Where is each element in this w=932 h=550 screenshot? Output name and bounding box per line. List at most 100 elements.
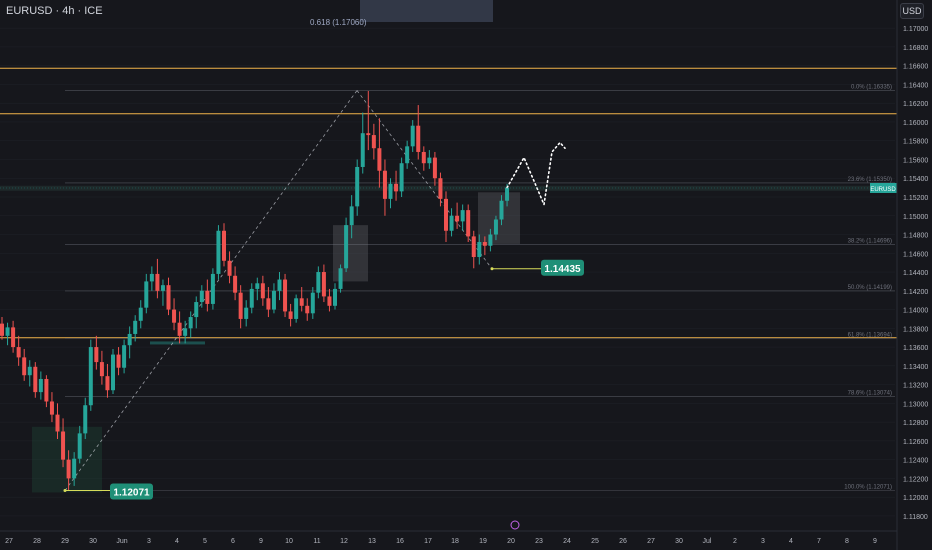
candle-body [260,283,265,299]
time-tick-label: 3 [147,538,151,545]
candle-body [144,281,149,308]
candle-body [233,275,238,293]
time-tick-label: 4 [789,538,793,545]
candle-body [488,234,493,246]
time-tick-label: 9 [259,538,263,545]
time-tick-label: 29 [61,538,69,545]
candle-body [432,157,437,179]
candle-body [410,125,415,147]
horizontal-levels: 1.165731.160871.13700 [0,63,930,343]
candle-body [188,317,193,329]
time-tick-label: 25 [591,538,599,545]
symbol-title: EURUSD · 4h · ICE [6,5,103,17]
candle-body [177,322,182,336]
price-tick-label: 1.12200 [903,476,928,483]
candle-body [321,272,326,297]
time-tick-label: 16 [396,538,404,545]
candle-body [238,292,243,319]
candle-body [493,219,498,235]
candles [0,90,510,491]
time-tick-label: 27 [647,538,655,545]
candle-body [466,210,471,237]
price-tick-label: 1.12600 [903,439,928,446]
price-tick-label: 1.16600 [903,64,928,71]
zone-boxes [0,0,895,493]
time-tick-label: 27 [5,538,13,545]
price-tag-symbol-bg [870,182,897,193]
event-icon [510,520,520,530]
candle-body [122,345,127,368]
candle-body [33,366,38,393]
candle-body [421,151,426,164]
candle-body [61,431,66,460]
time-tick-label: 13 [368,538,376,545]
candle-body [255,283,260,289]
time-tick-label: 23 [535,538,543,545]
time-tick-label: 17 [424,538,432,545]
candle-body [283,279,288,312]
time-tick-label: 4 [175,538,179,545]
candle-body [299,298,304,306]
candle-body [22,357,27,376]
price-axis[interactable]: 1.11800 1.12000 1.12200 1.12400 1.12600 1.128… [896,0,932,550]
candle-body [149,273,154,282]
time-axis[interactable]: 27 28 29 30 Jun 3 4 5 6 9 10 11 12 13 16 17 18 19 20 23 24 25… [0,520,897,545]
candle-body [355,166,360,207]
candle-body [294,298,299,319]
fib-line-label: 50.0% (1.14199) [848,285,892,291]
pullback-label-bg [541,259,584,276]
candle-body [94,347,99,363]
price-tick-label: 1.13000 [903,401,928,408]
price-tick-label: 1.15400 [903,176,928,183]
current-box [478,192,520,244]
candle-body [310,292,315,314]
price-tick-label: 1.16400 [903,82,928,89]
price-tick-label: 1.15800 [903,139,928,146]
candle-body [388,183,393,199]
time-tick-label: 30 [675,538,683,545]
candle-body [88,347,93,406]
candle-body [394,183,399,192]
fib-618-label: 0.618 (1.17060) [310,18,367,27]
price-tick-label: 1.13200 [903,383,928,390]
low-label-bg [110,483,153,500]
price-tick-label: 1.16200 [903,101,928,108]
time-tick-label: 12 [340,538,348,545]
candle-body [366,133,371,136]
time-tick-label: 8 [845,538,849,545]
support-band [150,341,205,345]
candle-body [127,333,132,346]
fvg-box [333,225,368,282]
fib-line-label: 78.6% (1.13074) [848,390,892,396]
time-tick-label: 18 [451,538,459,545]
time-tick-label: Jun [116,538,127,545]
candle-body [77,433,82,459]
currency-button[interactable]: USD [900,3,924,19]
candle-body [444,198,448,231]
candle-body [482,242,487,246]
candle-body [138,307,143,321]
candle-body [16,347,21,358]
candle-body [0,323,4,336]
time-tick-label: 26 [619,538,627,545]
candle-body [405,146,410,164]
candle-body [216,230,221,274]
projection-path [506,141,566,208]
candle-body [160,285,165,291]
price-tick-label: 1.16800 [903,45,928,52]
candle-body [477,242,482,258]
candle-body [344,225,349,269]
candle-body [244,307,249,319]
candle-body [44,378,49,402]
price-tag-symbol: EURUSD [870,187,896,193]
candle-body [205,290,210,304]
time-tick-label: 6 [231,538,235,545]
candle-body [227,260,232,276]
candle-body [38,378,43,393]
candle-body [183,328,188,336]
price-axis-bg [897,0,932,550]
candle-body [172,309,177,323]
chart-grid [0,27,895,517]
